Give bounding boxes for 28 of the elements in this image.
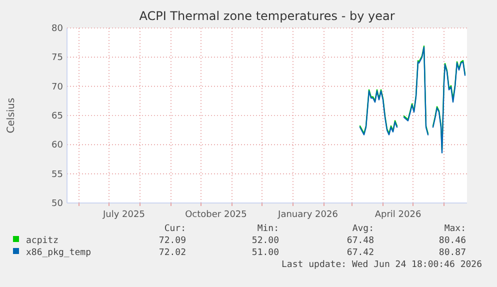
- y-tick-label: 60: [52, 140, 64, 151]
- x-tick-label: January 2026: [277, 210, 338, 220]
- legend-label: acpitz: [26, 236, 59, 246]
- text: Cur:: [164, 224, 186, 234]
- chart-title: ACPI Thermal zone temperatures - by year: [139, 9, 395, 23]
- y-tick-label: 65: [52, 112, 63, 122]
- x-tick-label: July 2025: [102, 210, 145, 220]
- y-tick-label: 80: [52, 24, 64, 34]
- x-tick-label: October 2025: [185, 210, 247, 220]
- text: Max:: [444, 224, 466, 234]
- x-tick-label: April 2026: [374, 210, 422, 220]
- y-tick-label: 75: [52, 53, 63, 64]
- y-tick-label: 70: [52, 82, 64, 92]
- text: Avg:: [352, 224, 374, 234]
- y-axis-title: Celsius: [6, 98, 17, 134]
- text: Last update: Wed Jun 24 18:00:46 2026: [282, 260, 482, 270]
- text: 51.00: [252, 248, 279, 258]
- text: 72.02: [158, 248, 186, 258]
- y-tick-label: 55: [52, 170, 63, 180]
- text: 80.87: [438, 248, 466, 258]
- text: 52.00: [252, 236, 279, 246]
- y-tick-label: 50: [52, 199, 64, 209]
- text: 72.09: [158, 236, 186, 246]
- text: Min:: [257, 224, 279, 234]
- text: 67.48: [346, 236, 374, 246]
- legend-label: x86_pkg_temp: [26, 248, 92, 258]
- text: 80.46: [438, 236, 466, 246]
- text: 67.42: [346, 248, 374, 258]
